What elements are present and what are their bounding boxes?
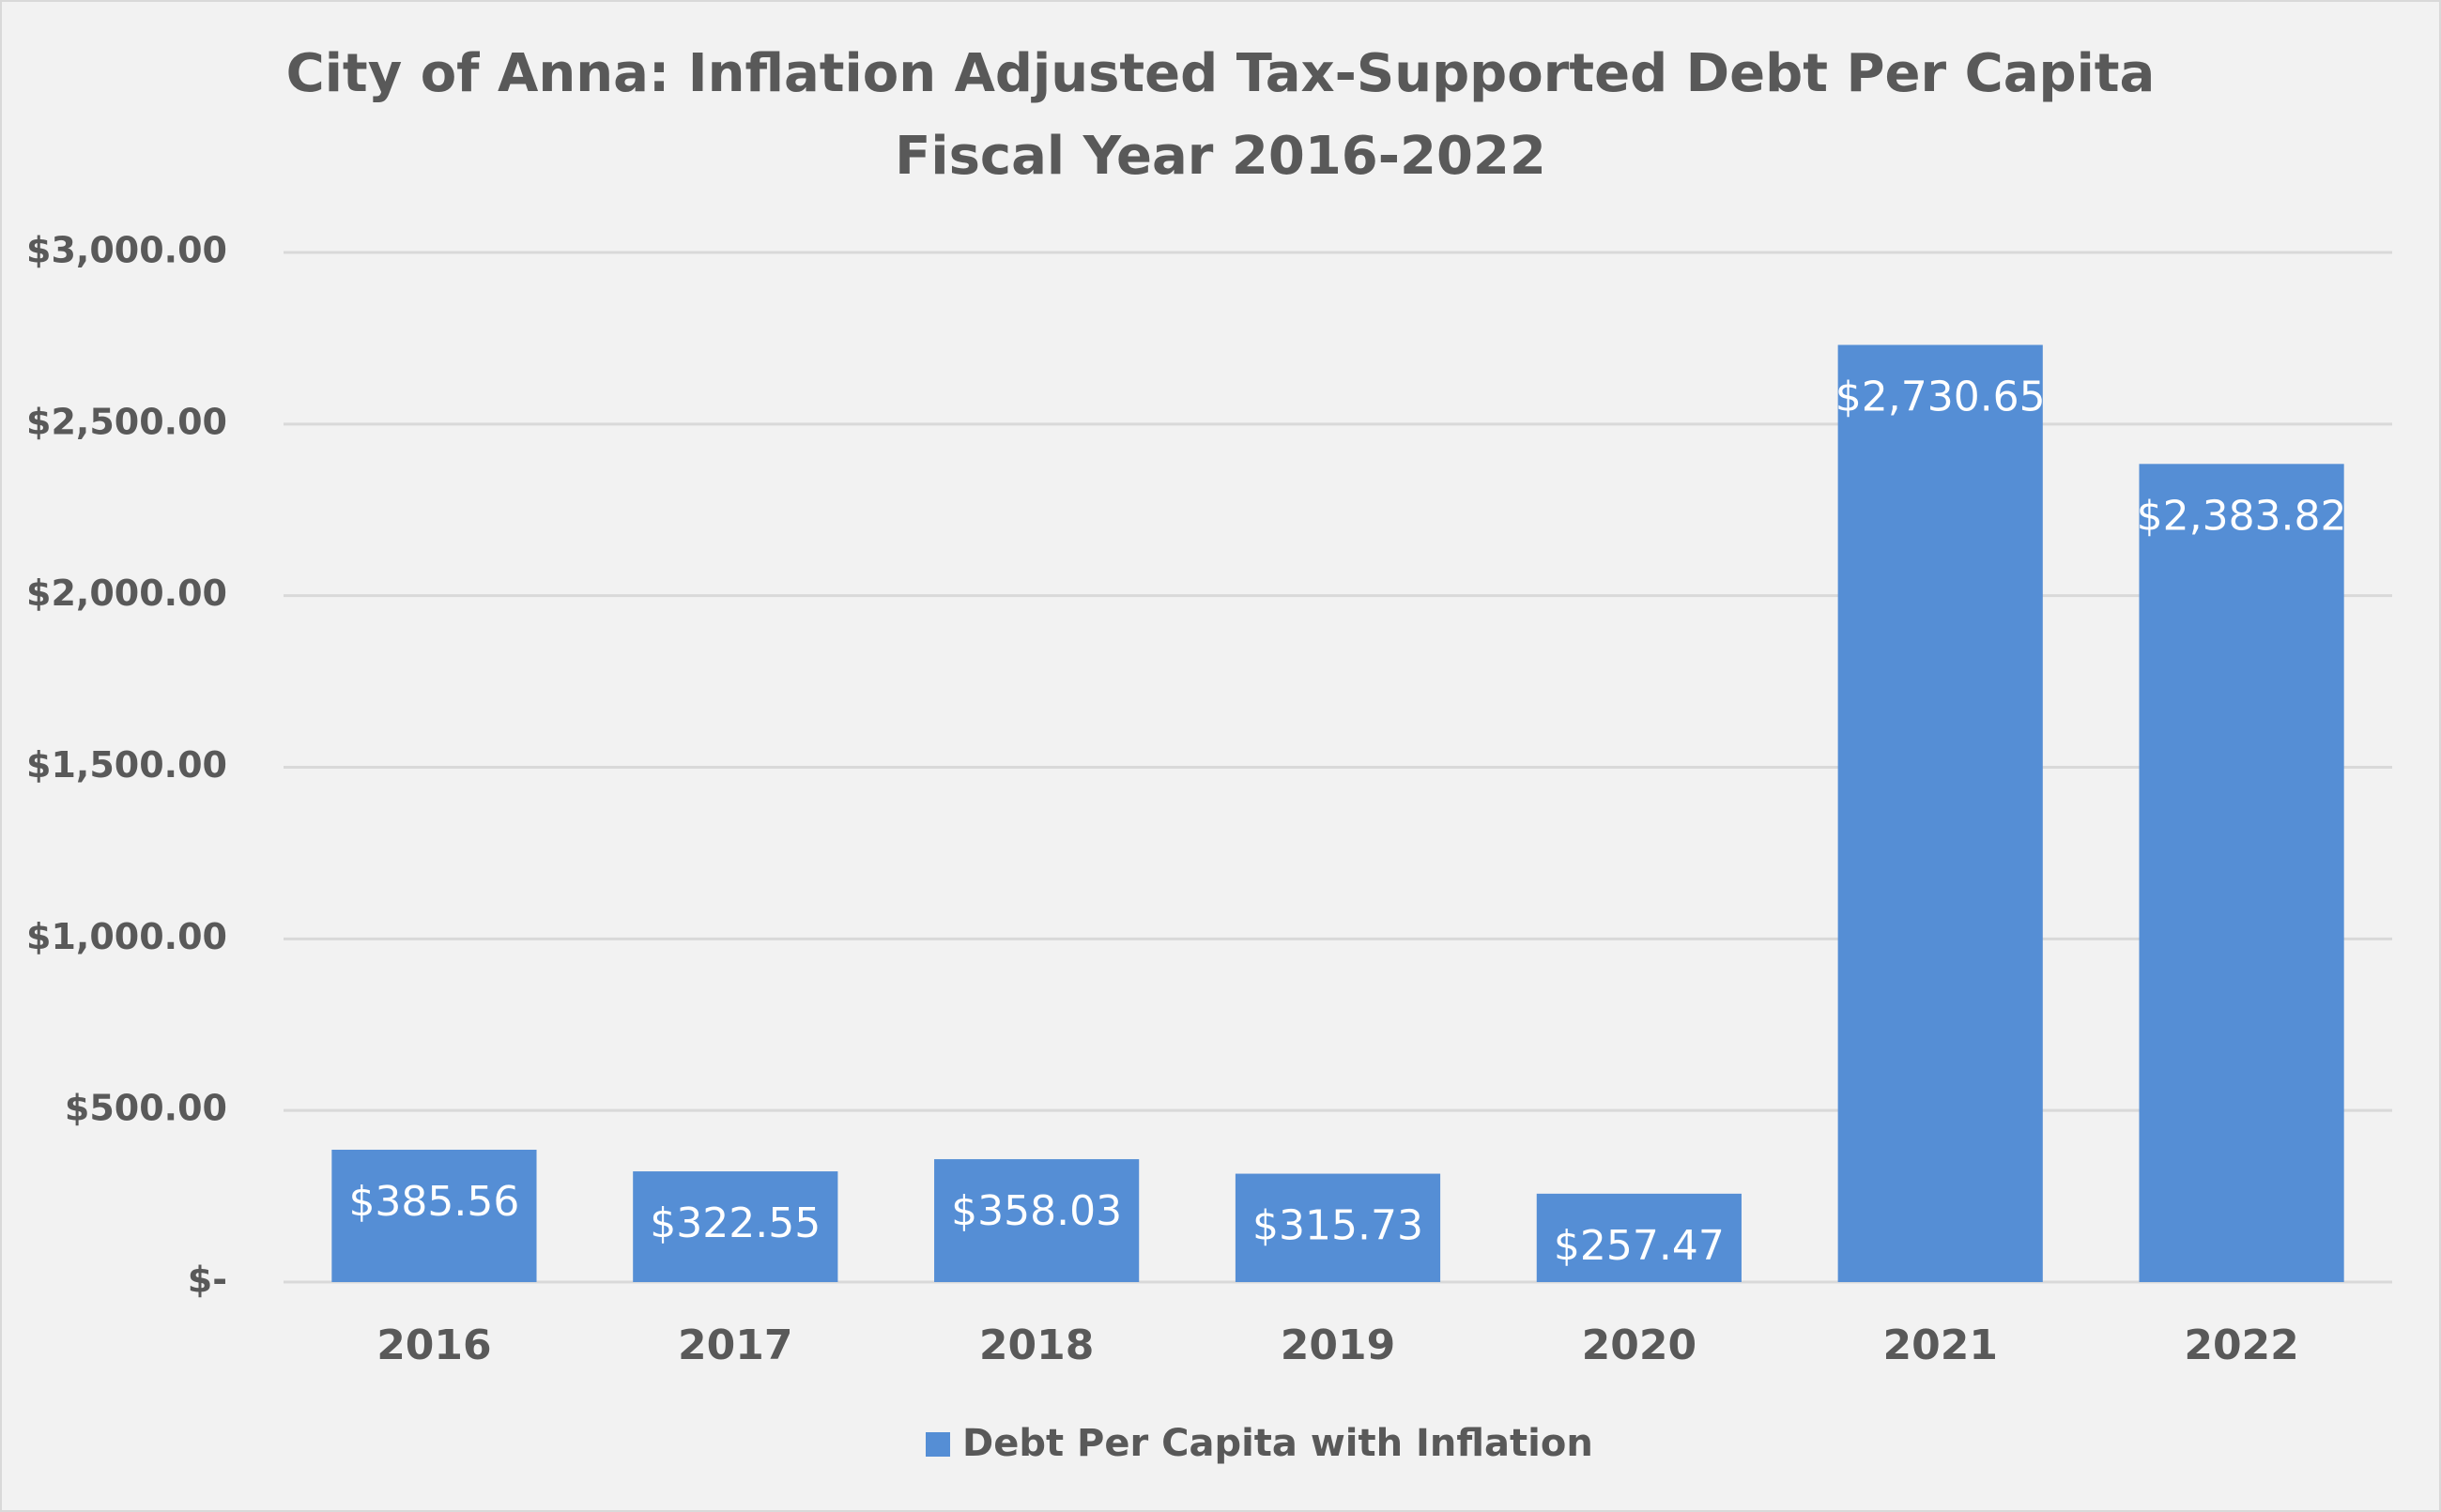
y-tick-label: $2,000.00 [26,573,227,614]
bar [331,1150,537,1282]
x-tick-label: 2019 [1281,1321,1395,1369]
y-tick-label: $- [188,1260,227,1301]
data-label: $358.03 [951,1187,1122,1235]
data-label: $315.73 [1252,1202,1423,1250]
x-tick-label: 2016 [376,1321,491,1369]
y-tick-label: $2,500.00 [26,401,227,442]
bar [633,1171,838,1282]
chart-title: City of Anna: Inflation Adjusted Tax-Sup… [286,43,2156,104]
y-tick-label: $3,000.00 [26,230,227,271]
data-label: $385.56 [348,1178,519,1226]
bar [1235,1173,1441,1282]
bar [1536,1193,1742,1282]
data-label: $2,730.65 [1835,373,2046,420]
y-tick-label: $1,000.00 [26,916,227,957]
bar [2139,464,2344,1282]
y-tick-label: $1,500.00 [26,744,227,786]
x-tick-label: 2017 [678,1321,792,1369]
x-tick-label: 2021 [1882,1321,1997,1369]
bar [1837,344,2043,1282]
x-tick-label: 2022 [2184,1321,2298,1369]
legend-swatch [926,1432,950,1457]
x-tick-label: 2020 [1582,1321,1696,1369]
y-tick-label: $500.00 [65,1088,227,1129]
legend-label: Debt Per Capita with Inflation [962,1422,1593,1465]
bar [934,1159,1140,1282]
data-label: $322.55 [650,1199,821,1247]
chart-subtitle: Fiscal Year 2016-2022 [895,126,1546,187]
data-label: $2,383.82 [2137,492,2347,540]
x-tick-label: 2018 [979,1321,1094,1369]
data-label: $257.47 [1554,1222,1725,1270]
